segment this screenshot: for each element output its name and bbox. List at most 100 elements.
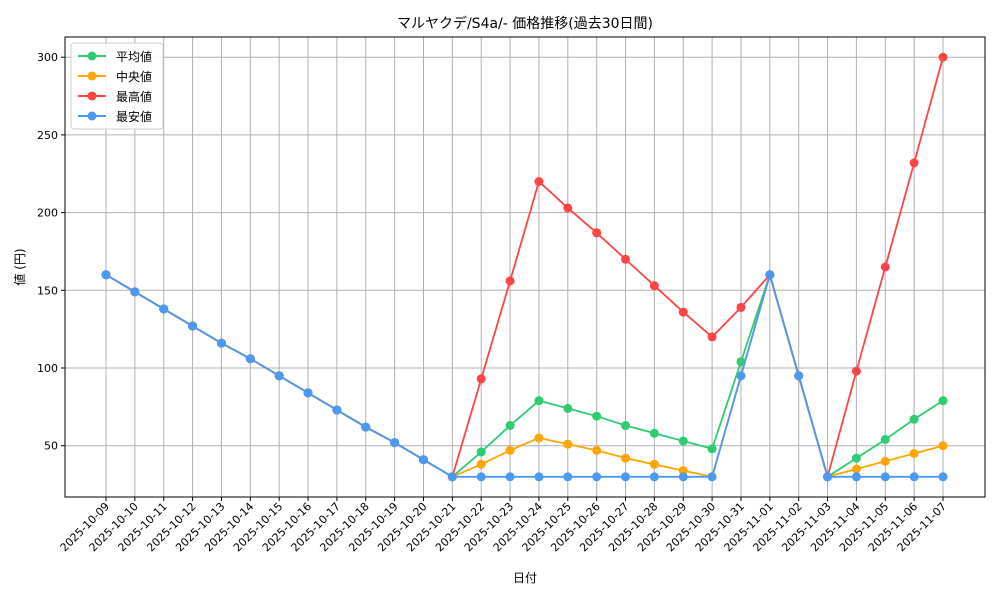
series-group bbox=[101, 52, 948, 482]
data-point bbox=[303, 388, 313, 398]
y-tick-label: 150 bbox=[37, 284, 58, 297]
series-line bbox=[105, 271, 944, 478]
data-point bbox=[649, 281, 659, 291]
y-tick-label: 200 bbox=[37, 207, 58, 220]
data-point bbox=[534, 177, 544, 187]
data-point bbox=[563, 203, 573, 213]
data-point bbox=[390, 438, 400, 448]
data-point bbox=[678, 436, 688, 446]
data-point bbox=[188, 321, 198, 331]
data-point bbox=[476, 472, 486, 482]
data-point bbox=[505, 421, 515, 431]
grid bbox=[65, 37, 985, 497]
data-point bbox=[938, 441, 948, 451]
legend-label: 中央値 bbox=[116, 69, 152, 84]
data-point bbox=[880, 435, 890, 444]
data-point bbox=[880, 262, 890, 272]
data-point bbox=[563, 439, 573, 449]
data-point bbox=[216, 338, 226, 348]
legend-label: 最安値 bbox=[116, 109, 152, 124]
y-tick-label: 50 bbox=[44, 440, 58, 453]
data-point bbox=[505, 276, 515, 286]
data-point bbox=[649, 459, 659, 469]
data-point bbox=[361, 422, 371, 432]
series-line bbox=[105, 271, 944, 479]
data-point bbox=[534, 396, 544, 406]
y-tick-label: 100 bbox=[37, 362, 58, 375]
chart-title: マルヤクデ/S4a/- 価格推移(過去30日間) bbox=[397, 15, 653, 32]
data-point bbox=[909, 158, 919, 168]
data-point bbox=[621, 472, 631, 482]
legend-label: 平均値 bbox=[116, 49, 152, 64]
data-point bbox=[505, 445, 515, 455]
data-point bbox=[909, 448, 919, 458]
data-point bbox=[736, 371, 746, 381]
data-point bbox=[938, 396, 948, 406]
legend-marker bbox=[87, 111, 97, 121]
data-point bbox=[909, 472, 919, 482]
data-point bbox=[476, 447, 486, 457]
data-point bbox=[736, 357, 746, 367]
series-3 bbox=[101, 270, 948, 482]
legend-box bbox=[70, 42, 164, 130]
data-point bbox=[534, 433, 544, 443]
data-point bbox=[880, 456, 890, 466]
data-point bbox=[592, 411, 602, 421]
data-point bbox=[649, 428, 659, 438]
data-point bbox=[736, 302, 746, 312]
data-point bbox=[534, 472, 544, 482]
data-point bbox=[909, 414, 919, 424]
data-point bbox=[592, 472, 602, 482]
data-point bbox=[563, 403, 573, 413]
data-point bbox=[707, 332, 717, 342]
data-point bbox=[823, 472, 833, 482]
legend-label: 最高値 bbox=[116, 89, 152, 104]
data-point bbox=[592, 445, 602, 455]
data-point bbox=[447, 472, 457, 482]
y-axis: 50 100 150 200 250 300 bbox=[37, 51, 65, 453]
data-point bbox=[851, 464, 861, 474]
plot-frame bbox=[64, 36, 986, 498]
data-point bbox=[476, 374, 486, 384]
data-point bbox=[245, 354, 255, 364]
data-point bbox=[678, 472, 688, 482]
legend-marker bbox=[87, 91, 97, 101]
data-point bbox=[880, 472, 890, 482]
data-point bbox=[159, 304, 169, 314]
y-axis-label: 値 (円) bbox=[12, 248, 27, 285]
data-point bbox=[621, 453, 631, 463]
data-point bbox=[332, 405, 342, 415]
data-point bbox=[707, 472, 717, 482]
x-axis: 2025-10-092025-10-102025-10-112025-10-12… bbox=[58, 497, 949, 554]
data-point bbox=[130, 287, 140, 297]
x-axis-label: 日付 bbox=[513, 571, 537, 585]
data-point bbox=[707, 444, 717, 454]
data-point bbox=[851, 472, 861, 482]
data-point bbox=[592, 228, 602, 238]
y-tick-label: 250 bbox=[37, 129, 58, 142]
legend-marker bbox=[87, 51, 97, 61]
series-line bbox=[105, 271, 943, 478]
legend-marker bbox=[87, 71, 97, 81]
data-point bbox=[851, 453, 861, 463]
series-2 bbox=[101, 52, 948, 482]
y-tick-label: 300 bbox=[37, 51, 58, 64]
data-point bbox=[649, 472, 659, 482]
data-point bbox=[938, 52, 948, 62]
data-point bbox=[563, 472, 573, 482]
data-point bbox=[765, 270, 775, 280]
data-point bbox=[476, 459, 486, 469]
data-point bbox=[101, 270, 111, 280]
data-point bbox=[678, 466, 688, 476]
data-point bbox=[505, 472, 515, 482]
data-point bbox=[794, 371, 804, 381]
data-point bbox=[418, 455, 428, 465]
data-point bbox=[621, 421, 631, 431]
data-point bbox=[274, 371, 284, 381]
data-point bbox=[851, 366, 861, 376]
data-point bbox=[678, 307, 688, 317]
data-point bbox=[938, 472, 948, 482]
data-point bbox=[621, 254, 631, 264]
